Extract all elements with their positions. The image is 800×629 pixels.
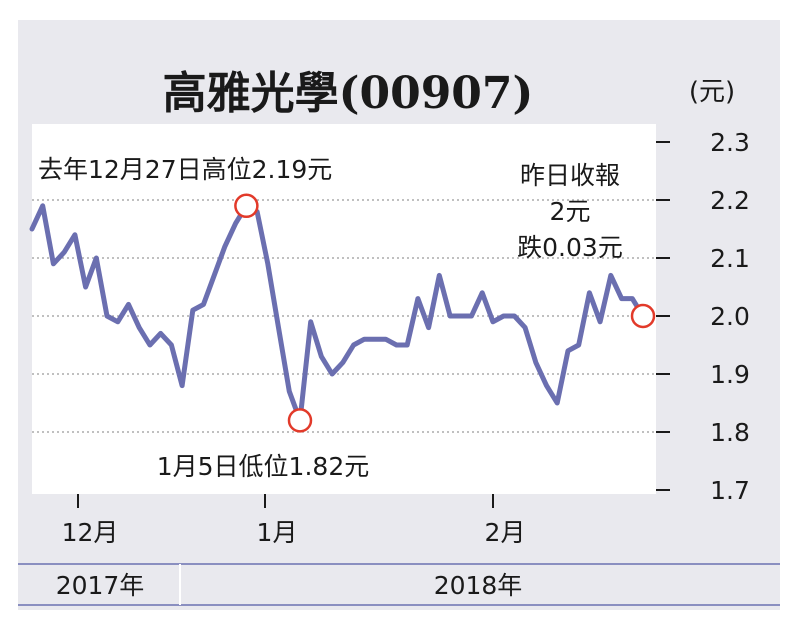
x-tick-label: 12月: [62, 518, 119, 547]
line-chart: 高雅光學(00907) (元) 2.3 2.2 2.1 2.0 1.9 1.8 1.7 12…: [18, 68, 780, 606]
x-tick-label: 2月: [485, 518, 526, 547]
y-tick-label: 2.2: [710, 186, 750, 215]
y-tick-label: 1.9: [710, 360, 750, 389]
x-axis: 12月 1月 2月: [62, 494, 526, 547]
y-unit-label: (元): [689, 77, 735, 107]
annotation-close-line3: 跌0.03元: [517, 233, 623, 262]
y-tick-label: 2.1: [710, 244, 750, 273]
chart-title: 高雅光學(00907): [163, 68, 534, 119]
y-tick-label: 2.0: [710, 302, 750, 331]
gridlines: [32, 199, 656, 433]
y-tick-label: 2.3: [710, 128, 750, 157]
annotation-close-line1: 昨日收報: [520, 161, 620, 190]
annotation-close-line2: 2元: [550, 197, 591, 226]
low-point-marker: [287, 408, 313, 433]
chart-frame: 高雅光學(00907) (元) 2.3 2.2 2.1 2.0 1.9 1.8 1.7 12…: [18, 20, 780, 610]
annotation-high: 去年12月27日高位2.19元: [38, 155, 332, 184]
series-line: [29, 203, 646, 423]
y-tick-label: 1.7: [710, 476, 750, 505]
y-tick-label: 1.8: [710, 418, 750, 447]
year-label-2017: 2017年: [56, 571, 145, 600]
last-point-marker: [630, 303, 656, 329]
year-label-2018: 2018年: [434, 571, 523, 600]
y-axis: 2.3 2.2 2.1 2.0 1.9 1.8 1.7: [656, 128, 750, 505]
high-point-marker: [234, 193, 259, 219]
x-tick-label: 1月: [257, 518, 298, 547]
annotation-low: 1月5日低位1.82元: [157, 452, 369, 481]
